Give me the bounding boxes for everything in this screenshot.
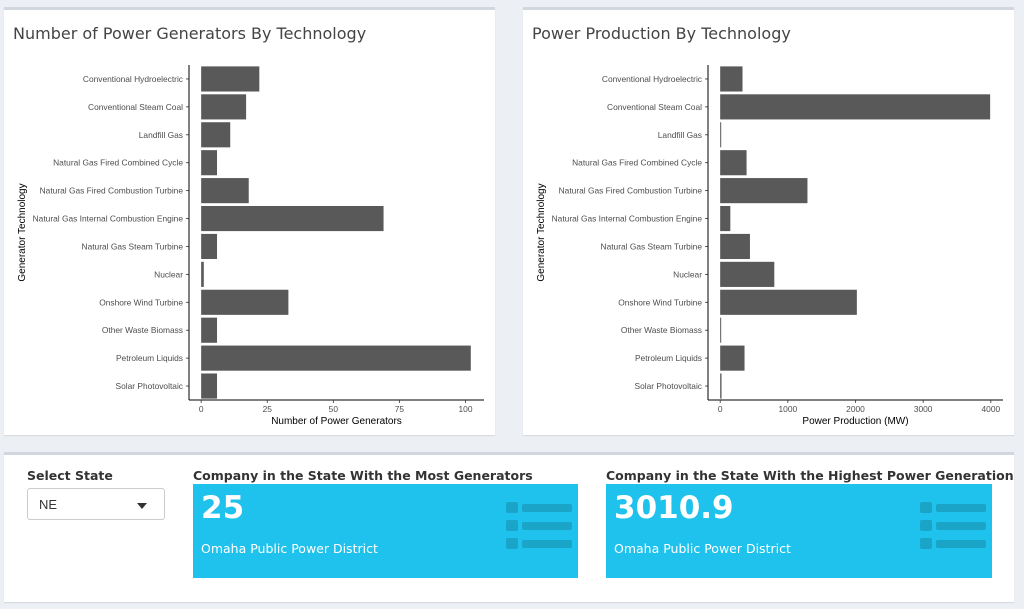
generators-category-label: Conventional Hydroelectric [83, 74, 183, 84]
production-bar [720, 94, 991, 120]
generators-category-label: Natural Gas Internal Combustion Engine [33, 214, 184, 224]
generators-bar [201, 66, 260, 92]
highest-generation-header: Company in the State With the Highest Po… [606, 468, 1014, 483]
generators-bar [201, 150, 218, 176]
generators-bar [201, 178, 249, 204]
select-state-label: Select State [27, 468, 113, 483]
generators-category-label: Petroleum Liquids [116, 353, 183, 363]
production-category-label: Petroleum Liquids [635, 353, 702, 363]
production-bar [720, 66, 743, 92]
generators-category-label: Natural Gas Fired Combined Cycle [53, 158, 183, 168]
generators-x-tick-label: 25 [263, 404, 273, 414]
production-category-label: Natural Gas Steam Turbine [601, 241, 703, 251]
production-x-tick-label: 4000 [982, 404, 1001, 414]
list-icon [920, 498, 986, 554]
most-generators-valuebox: 25 Omaha Public Power District [193, 484, 578, 578]
production-x-tick-label: 2000 [846, 404, 865, 414]
generators-bar [201, 261, 204, 287]
generators-category-label: Nuclear [154, 269, 183, 279]
production-category-label: Onshore Wind Turbine [618, 297, 702, 307]
production-x-tick-label: 0 [718, 404, 723, 414]
production-x-axis-label: Power Production (MW) [802, 416, 908, 427]
generators-category-label: Landfill Gas [139, 130, 183, 140]
chevron-down-icon [137, 503, 147, 509]
state-select[interactable]: NE [27, 488, 165, 520]
generators-x-tick-label: 75 [395, 404, 405, 414]
production-bar [720, 317, 722, 343]
generators-bar [201, 289, 289, 315]
production-category-label: Natural Gas Internal Combustion Engine [552, 214, 703, 224]
generators-category-label: Solar Photovoltaic [115, 381, 183, 391]
generators-count-title: Number of Power Generators By Technology [13, 24, 367, 43]
production-bar [720, 289, 857, 315]
production-category-label: Solar Photovoltaic [634, 381, 702, 391]
production-category-label: Conventional Steam Coal [607, 102, 702, 112]
production-bar [720, 345, 745, 371]
generators-count-box: Number of Power Generators By Technology… [4, 7, 495, 435]
generators-bar [201, 94, 247, 120]
generators-x-tick-label: 0 [199, 404, 204, 414]
highest-generation-valuebox: 3010.9 Omaha Public Power District [606, 484, 992, 578]
production-bar [720, 233, 750, 260]
generators-x-axis-label: Number of Power Generators [271, 416, 402, 427]
production-x-tick-label: 1000 [779, 404, 798, 414]
production-bar [720, 373, 722, 399]
production-bar [720, 178, 808, 204]
production-category-label: Nuclear [673, 269, 702, 279]
generators-x-tick-label: 100 [459, 404, 473, 414]
generators-category-label: Other Waste Biomass [102, 325, 183, 335]
production-bar [720, 150, 747, 176]
production-x-tick-label: 3000 [914, 404, 933, 414]
generators-count-chart: Conventional Hydroelectric Conventional S… [17, 65, 484, 427]
generators-category-label: Conventional Steam Coal [88, 102, 183, 112]
power-production-box: Power Production By Technology Conventio… [523, 7, 1014, 435]
highest-generation-value: 3010.9 [614, 490, 734, 526]
generators-category-label: Onshore Wind Turbine [99, 297, 183, 307]
generators-bar [201, 345, 471, 371]
production-category-label: Natural Gas Fired Combustion Turbine [559, 186, 703, 196]
generators-bar [201, 373, 218, 399]
production-category-label: Conventional Hydroelectric [602, 74, 702, 84]
production-bar [720, 261, 775, 287]
production-y-axis-label: Generator Technology [536, 183, 547, 281]
most-generators-header: Company in the State With the Most Gener… [193, 468, 533, 483]
generators-bar [201, 205, 384, 232]
generators-bar [201, 317, 218, 343]
generators-x-tick-label: 50 [329, 404, 339, 414]
generators-y-axis-label: Generator Technology [17, 183, 28, 281]
production-bar [720, 122, 722, 148]
generators-category-label: Natural Gas Steam Turbine [82, 241, 184, 251]
power-production-title: Power Production By Technology [532, 24, 791, 43]
state-select-value: NE [39, 497, 58, 512]
most-generators-company: Omaha Public Power District [201, 541, 378, 556]
generators-category-label: Natural Gas Fired Combustion Turbine [40, 186, 184, 196]
production-category-label: Natural Gas Fired Combined Cycle [572, 158, 702, 168]
production-category-label: Landfill Gas [658, 130, 702, 140]
highest-generation-company: Omaha Public Power District [614, 541, 791, 556]
production-bar [720, 205, 731, 232]
most-generators-value: 25 [201, 490, 245, 526]
list-icon [506, 498, 572, 554]
power-production-chart: Conventional Hydroelectric Conventional S… [536, 65, 1003, 427]
production-category-label: Other Waste Biomass [621, 325, 702, 335]
generators-bar [201, 233, 218, 260]
generators-bar [201, 122, 231, 148]
